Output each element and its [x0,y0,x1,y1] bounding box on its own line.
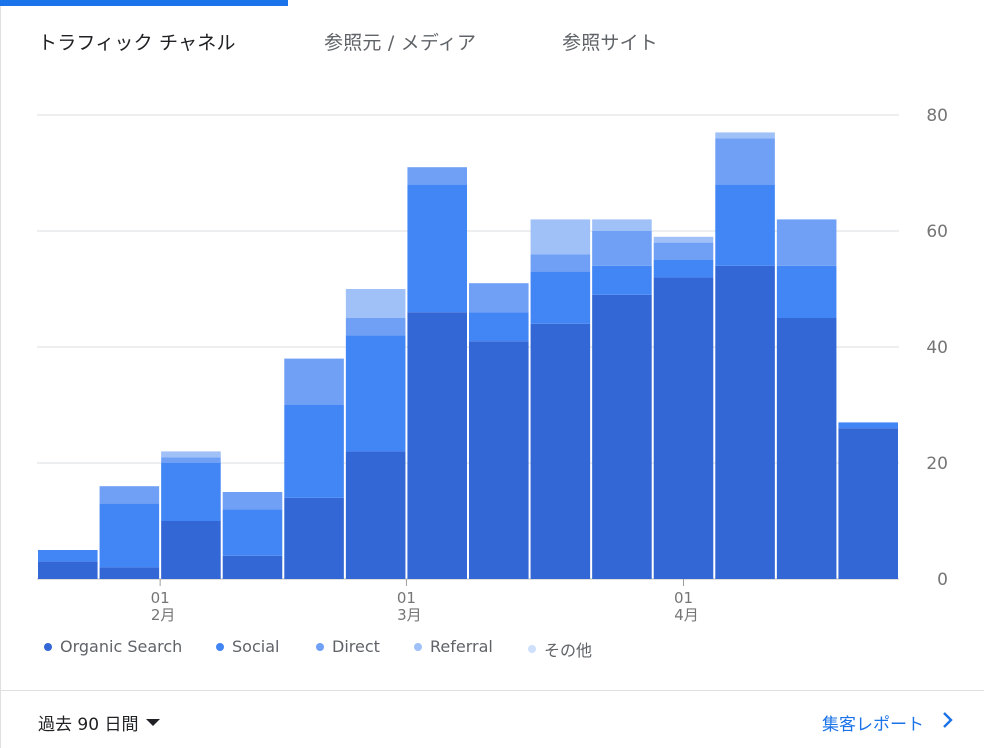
bar-segment[interactable] [161,451,221,458]
card-border [0,0,1,748]
tab-traffic-channel[interactable]: トラフィック チャネル [38,32,236,54]
bar-segment[interactable] [99,503,160,568]
bar-segment[interactable] [715,184,775,266]
bar-segment[interactable] [715,265,775,579]
y-tick-label: 40 [926,338,948,358]
y-tick-label: 20 [926,454,948,474]
bar-segment[interactable] [469,341,529,579]
bar-segment[interactable] [592,265,652,295]
bar-segment[interactable] [38,561,98,579]
bar-segment[interactable] [592,231,652,266]
legend-label: その他 [544,641,593,660]
bar-segment[interactable] [653,277,714,579]
legend-item[interactable]: その他 [528,637,592,661]
y-axis: 0 20 40 60 80 [926,106,948,590]
y-tick-label: 60 [926,222,948,242]
legend-label: Social [232,637,280,656]
bar-segment[interactable] [776,219,837,266]
legend-swatch [414,642,422,651]
legend-item[interactable]: Organic Search [44,637,182,656]
bar-segment[interactable] [530,254,591,272]
bar-segment[interactable] [222,492,283,510]
bar-segment[interactable] [222,555,283,579]
bar-segment[interactable] [38,550,98,562]
legend-swatch [216,642,224,651]
legend-item[interactable]: Direct [316,637,380,656]
bar-segment[interactable] [838,422,898,429]
x-tick-month-label: 4月 [674,606,699,624]
bar-segment[interactable] [284,405,344,498]
bar-segment[interactable] [776,318,837,579]
legend-swatch [316,642,324,651]
bar-segment[interactable] [161,521,221,579]
bar-segment[interactable] [530,271,591,324]
acquisition-report-link[interactable]: 集客レポート [822,710,954,735]
chevron-right-icon [942,711,954,734]
bar-segment[interactable] [345,451,406,579]
bar-segment[interactable] [161,457,221,463]
bar-segment[interactable] [345,335,406,452]
x-tick-label: 01 [151,589,170,607]
tab-source-medium[interactable]: 参照元 / メディア [324,32,477,54]
bar-segment[interactable] [530,323,591,579]
x-tick-month-label: 2月 [151,606,176,624]
footer-divider [0,690,984,691]
bar-segment[interactable] [776,265,837,318]
bar-segment[interactable] [284,497,344,579]
bar-segment[interactable] [407,312,467,579]
y-tick-label: 0 [937,570,948,590]
x-tick-label: 01 [674,589,693,607]
legend-label: Organic Search [60,637,183,656]
bar-segment[interactable] [838,428,898,579]
x-tick-label: 01 [397,589,416,607]
bar-segment[interactable] [592,294,652,579]
caret-down-icon [146,719,161,726]
bars [38,132,898,579]
legend-label: Referral [430,637,493,656]
bar-segment[interactable] [653,242,714,260]
bar-segment[interactable] [715,138,775,185]
bar-segment[interactable] [345,289,406,318]
bar-segment[interactable] [99,486,160,504]
bar-segment[interactable] [653,236,714,243]
legend-label: Direct [332,637,380,656]
active-tab-indicator [0,0,288,6]
date-range-label: 過去 90 日間 [38,715,139,735]
bar-segment[interactable] [407,167,467,185]
tab-referrals[interactable]: 参照サイト [562,32,659,54]
bar-segment[interactable] [469,283,529,313]
bar-segment[interactable] [407,184,467,313]
date-range-selector[interactable]: 過去 90 日間 [38,710,161,735]
bar-segment[interactable] [653,260,714,278]
bar-segment[interactable] [161,463,221,521]
bar-segment[interactable] [592,219,652,231]
bar-segment[interactable] [345,318,406,336]
bar-segment[interactable] [99,567,160,579]
x-tick-month-label: 3月 [397,606,422,624]
bar-segment[interactable] [222,509,283,556]
legend-swatch [528,645,536,653]
legend-item[interactable]: Referral [414,637,493,656]
acquisition-report-label: 集客レポート [822,715,924,735]
bar-segment[interactable] [715,132,775,139]
bar-segment[interactable] [530,219,591,255]
y-tick-label: 80 [926,106,948,126]
legend-swatch [44,642,52,651]
legend-item[interactable]: Social [216,637,279,656]
bar-segment[interactable] [469,312,529,342]
bar-segment[interactable] [284,358,344,405]
